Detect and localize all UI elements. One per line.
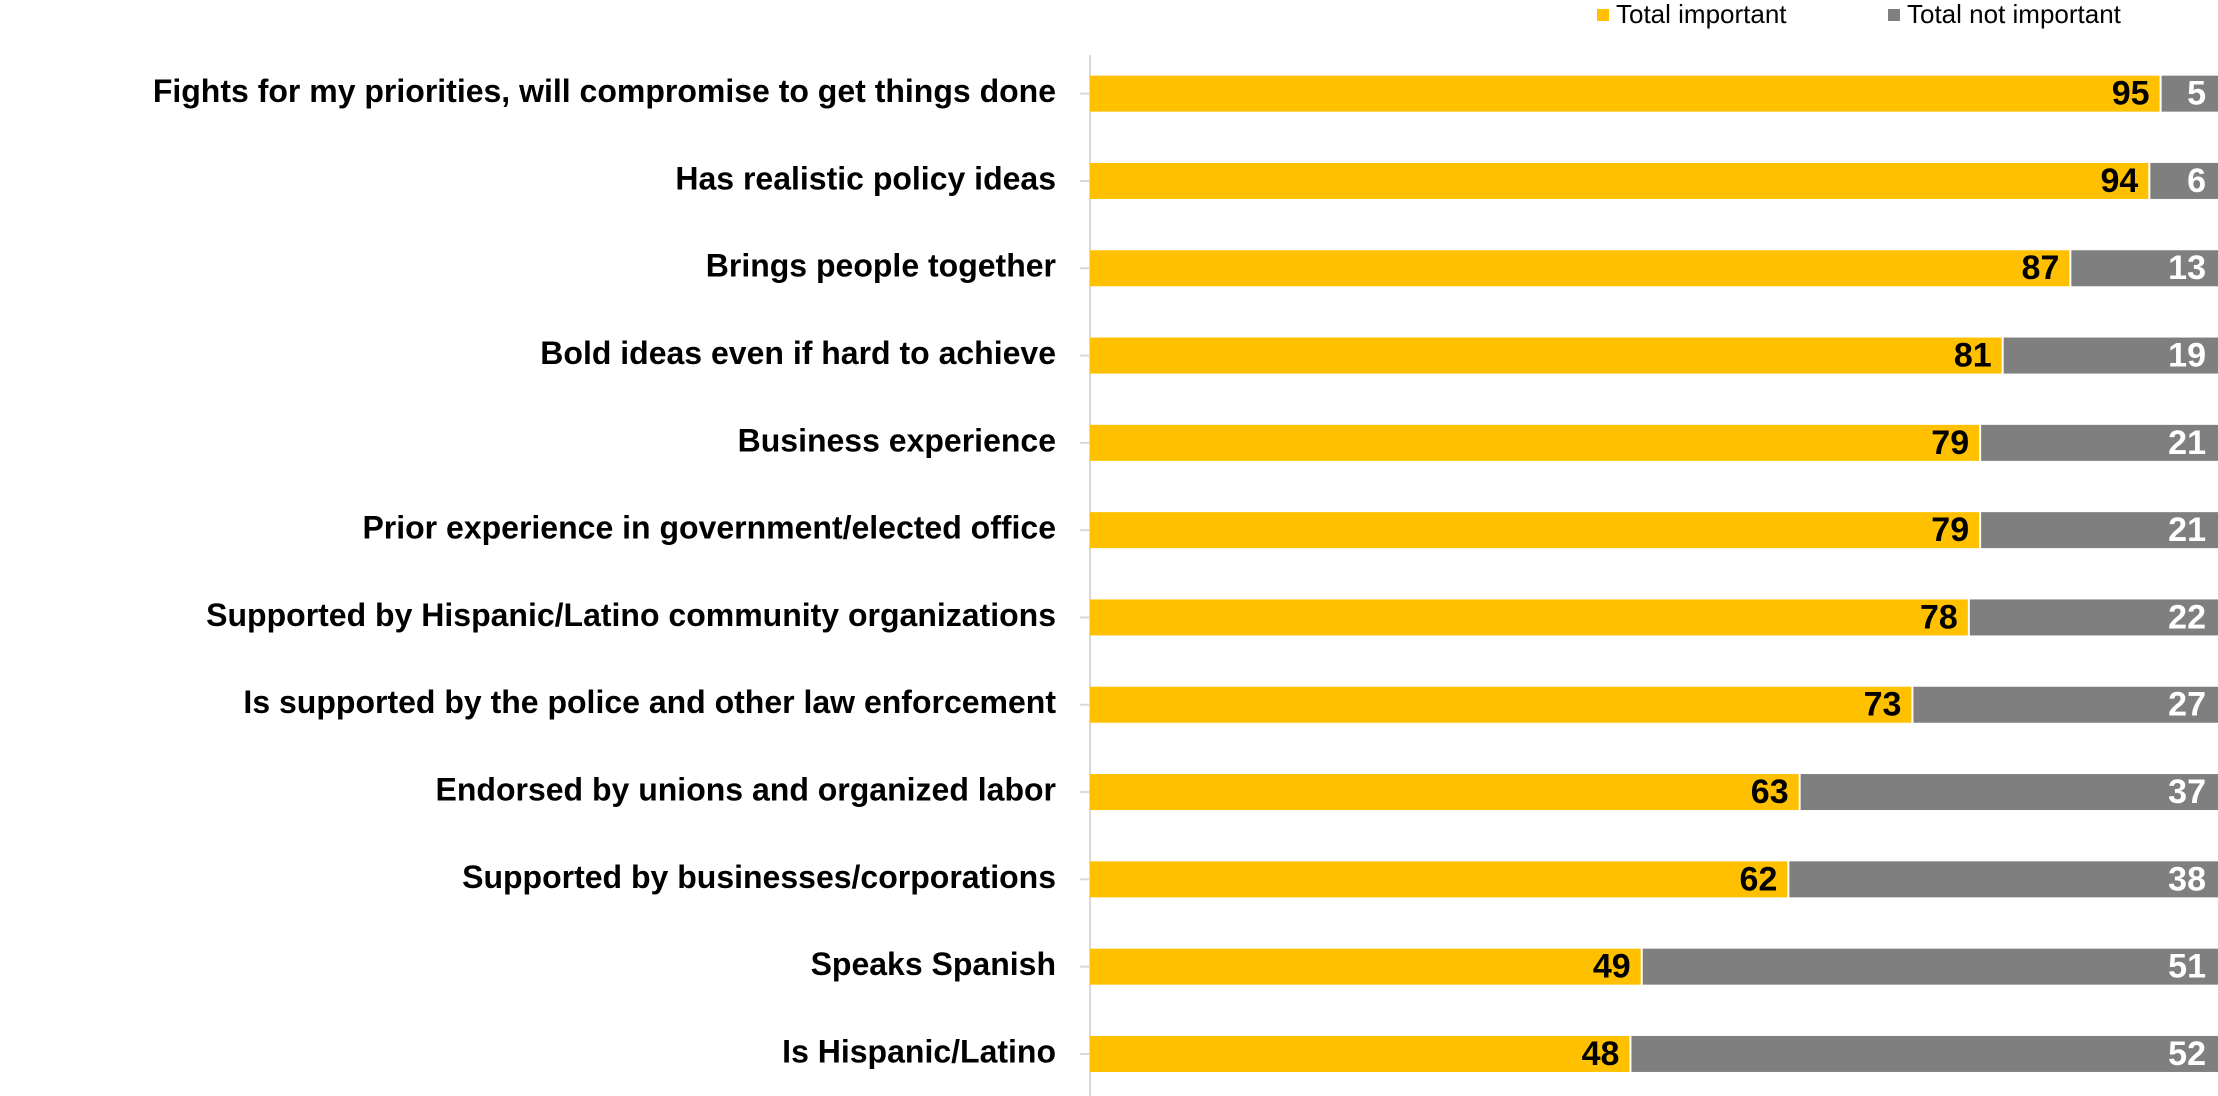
category-label: Speaks Spanish bbox=[811, 946, 1056, 982]
category-label: Has realistic policy ideas bbox=[675, 160, 1056, 196]
legend-swatch bbox=[1597, 9, 1609, 21]
data-label-not-important: 19 bbox=[2168, 337, 2206, 375]
data-label-important: 62 bbox=[1740, 860, 1778, 898]
bar-segment-important bbox=[1090, 861, 1788, 898]
data-label-not-important: 22 bbox=[2168, 598, 2206, 636]
category-label: Supported by businesses/corporations bbox=[462, 859, 1056, 895]
legend-label: Total not important bbox=[1907, 0, 2122, 29]
data-label-important: 95 bbox=[2112, 75, 2150, 113]
bar-segment-important bbox=[1090, 75, 2160, 112]
legend-label: Total important bbox=[1616, 0, 1787, 29]
data-label-not-important: 13 bbox=[2168, 249, 2206, 287]
value-labels: 95 5 94 6 87 13 81 19 79 21 79 21 78 22 73 27 63 37 62 38 49… bbox=[1582, 75, 2206, 1073]
bar-segment-not-important bbox=[2150, 162, 2218, 199]
data-label-important: 87 bbox=[2022, 249, 2060, 287]
bar-segment-important bbox=[1090, 512, 1980, 549]
bar-segment-important bbox=[1090, 424, 1980, 461]
category-label: Is supported by the police and other law… bbox=[243, 684, 1056, 720]
bar-segment-important bbox=[1090, 1035, 1630, 1072]
legend: Total important Total not important bbox=[1597, 0, 2122, 29]
data-label-not-important: 52 bbox=[2168, 1035, 2206, 1073]
data-label-not-important: 21 bbox=[2168, 511, 2206, 549]
bar-segment-important bbox=[1090, 162, 2149, 199]
category-label: Fights for my priorities, will compromis… bbox=[153, 73, 1056, 109]
bar-segment-not-important bbox=[2003, 337, 2218, 374]
data-label-important: 49 bbox=[1593, 948, 1631, 986]
data-label-not-important: 51 bbox=[2168, 948, 2206, 986]
bar-segment-not-important bbox=[1642, 948, 2218, 985]
category-label: Is Hispanic/Latino bbox=[782, 1033, 1056, 1069]
bar-segment-not-important bbox=[1981, 424, 2218, 461]
data-label-important: 78 bbox=[1920, 598, 1958, 636]
category-tick-marks bbox=[1080, 92, 1090, 1055]
data-label-important: 79 bbox=[1931, 424, 1969, 462]
bar-segment-not-important bbox=[1800, 774, 2218, 811]
bar-segment-not-important bbox=[1981, 512, 2218, 549]
data-label-important: 81 bbox=[1954, 337, 1992, 375]
data-label-not-important: 6 bbox=[2187, 162, 2206, 200]
data-label-not-important: 5 bbox=[2187, 75, 2206, 113]
bar-segment-not-important bbox=[1631, 1035, 2218, 1072]
data-label-important: 94 bbox=[2100, 162, 2138, 200]
data-label-not-important: 37 bbox=[2168, 773, 2206, 811]
category-label: Brings people together bbox=[706, 248, 1056, 284]
bar-segment-important bbox=[1090, 948, 1641, 985]
category-label: Supported by Hispanic/Latino community o… bbox=[206, 597, 1056, 633]
bar-segment-not-important bbox=[1969, 599, 2218, 636]
data-label-important: 48 bbox=[1582, 1035, 1620, 1073]
bar-segment-not-important bbox=[2161, 75, 2218, 112]
bar-segment-important bbox=[1090, 337, 2002, 374]
legend-swatch bbox=[1888, 9, 1900, 21]
data-label-not-important: 38 bbox=[2168, 860, 2206, 898]
bar-segment-not-important bbox=[2071, 250, 2218, 287]
bars bbox=[1090, 75, 2218, 1072]
category-label: Bold ideas even if hard to achieve bbox=[540, 335, 1056, 371]
bar-segment-not-important bbox=[1913, 686, 2218, 723]
data-label-not-important: 27 bbox=[2168, 686, 2206, 724]
category-label: Prior experience in government/elected o… bbox=[362, 510, 1056, 546]
bar-segment-important bbox=[1090, 686, 1912, 723]
data-label-not-important: 21 bbox=[2168, 424, 2206, 462]
bar-segment-not-important bbox=[1789, 861, 2218, 898]
bar-segment-important bbox=[1090, 774, 1799, 811]
category-label: Endorsed by unions and organized labor bbox=[436, 772, 1057, 808]
data-label-important: 63 bbox=[1751, 773, 1789, 811]
bar-segment-important bbox=[1090, 599, 1968, 636]
bar-segment-important bbox=[1090, 250, 2070, 287]
data-label-important: 79 bbox=[1931, 511, 1969, 549]
data-label-important: 73 bbox=[1864, 686, 1902, 724]
category-label: Business experience bbox=[738, 422, 1056, 458]
category-labels: Fights for my priorities, will compromis… bbox=[153, 73, 1057, 1069]
